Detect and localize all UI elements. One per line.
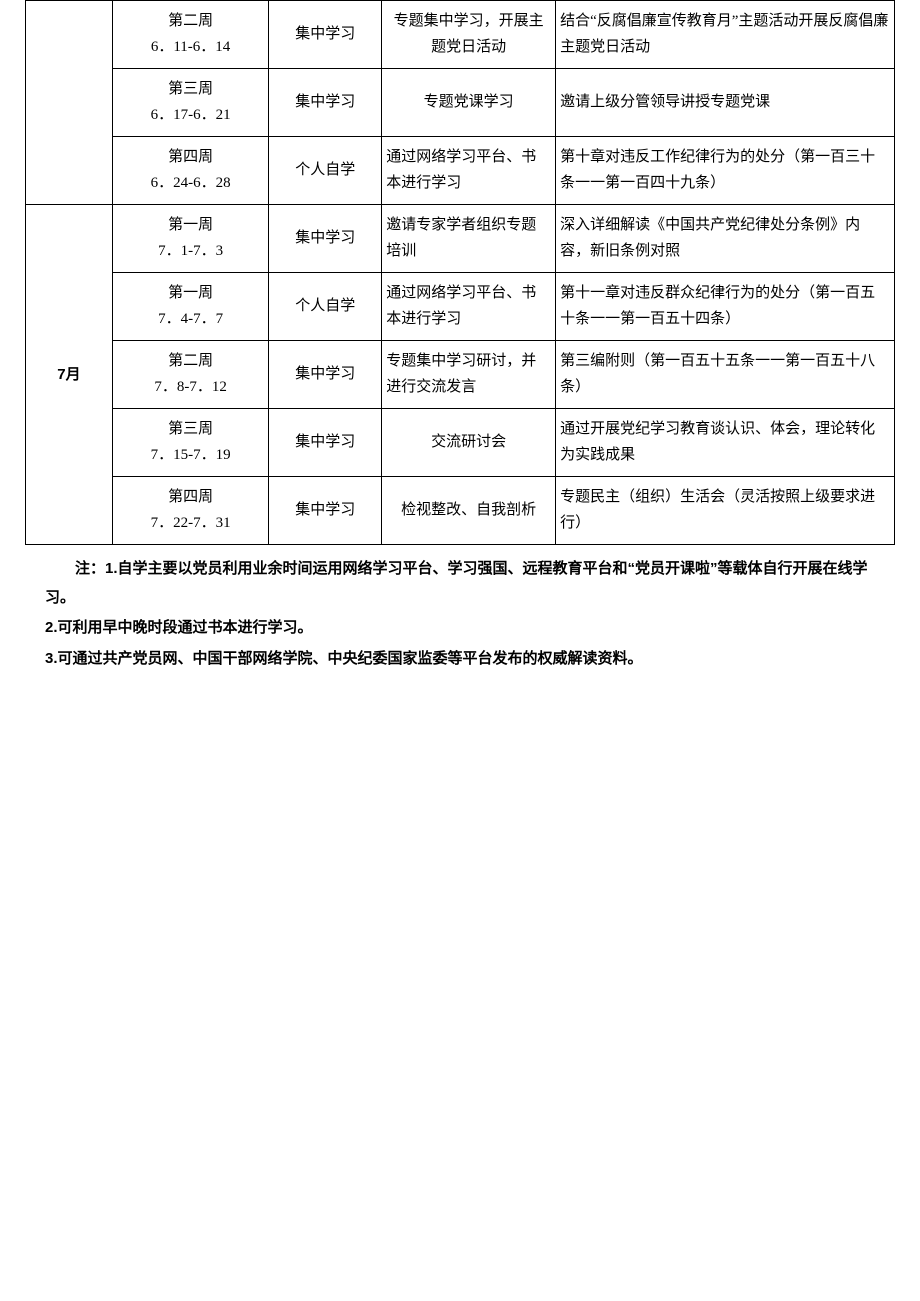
method-cell: 通过网络学习平台、书本进行学习 [382, 137, 556, 205]
week-dates: 7．4-7．7 [158, 311, 223, 327]
table-row: 7月 第一周 7．1-7．3 集中学习 邀请专家学者组织专题培训 深入详细解读《… [26, 205, 895, 273]
method-cell: 检视整改、自我剖析 [382, 477, 556, 545]
mode-cell: 集中学习 [269, 1, 382, 69]
content-cell: 第十章对违反工作纪律行为的处分（第一百三十条一一第一百四十九条） [556, 137, 895, 205]
week-label: 第一周 [168, 285, 213, 301]
week-dates: 6．24-6．28 [151, 175, 231, 191]
method-cell: 专题党课学习 [382, 69, 556, 137]
week-cell: 第三周 7．15-7．19 [112, 409, 268, 477]
content-cell: 通过开展党纪学习教育谈认识、体会，理论转化为实践成果 [556, 409, 895, 477]
week-cell: 第一周 7．1-7．3 [112, 205, 268, 273]
page-container: 第二周 6．11-6．14 集中学习 专题集中学习，开展主题党日活动 结合“反腐… [0, 0, 920, 700]
week-cell: 第三周 6．17-6．21 [112, 69, 268, 137]
content-cell: 结合“反腐倡廉宣传教育月”主题活动开展反腐倡廉主题党日活动 [556, 1, 895, 69]
week-cell: 第二周 6．11-6．14 [112, 1, 268, 69]
week-label: 第四周 [168, 149, 213, 165]
mode-cell: 集中学习 [269, 409, 382, 477]
content-cell: 第十一章对违反群众纪律行为的处分（第一百五十条一一第一百五十四条） [556, 273, 895, 341]
table-row: 第一周 7．4-7．7 个人自学 通过网络学习平台、书本进行学习 第十一章对违反… [26, 273, 895, 341]
week-cell: 第四周 6．24-6．28 [112, 137, 268, 205]
week-cell: 第四周 7．22-7．31 [112, 477, 268, 545]
week-label: 第二周 [168, 353, 213, 369]
week-cell: 第一周 7．4-7．7 [112, 273, 268, 341]
week-dates: 7．22-7．31 [151, 515, 231, 531]
content-cell: 第三编附则（第一百五十五条一一第一百五十八条） [556, 341, 895, 409]
method-cell: 专题集中学习研讨，并进行交流发言 [382, 341, 556, 409]
table-row: 第三周 7．15-7．19 集中学习 交流研讨会 通过开展党纪学习教育谈认识、体… [26, 409, 895, 477]
content-cell: 深入详细解读《中国共产党纪律处分条例》内容，新旧条例对照 [556, 205, 895, 273]
week-dates: 6．11-6．14 [151, 39, 230, 55]
mode-cell: 集中学习 [269, 69, 382, 137]
week-label: 第二周 [168, 13, 213, 29]
table-row: 第四周 6．24-6．28 个人自学 通过网络学习平台、书本进行学习 第十章对违… [26, 137, 895, 205]
table-row: 第二周 6．11-6．14 集中学习 专题集中学习，开展主题党日活动 结合“反腐… [26, 1, 895, 69]
week-label: 第三周 [168, 421, 213, 437]
mode-cell: 集中学习 [269, 341, 382, 409]
month-cell-july: 7月 [26, 205, 113, 545]
mode-cell: 集中学习 [269, 205, 382, 273]
mode-cell: 集中学习 [269, 477, 382, 545]
table-row: 第三周 6．17-6．21 集中学习 专题党课学习 邀请上级分管领导讲授专题党课 [26, 69, 895, 137]
week-dates: 7．1-7．3 [158, 243, 223, 259]
week-dates: 7．8-7．12 [154, 379, 227, 395]
month-cell-june [26, 1, 113, 205]
table-row: 第四周 7．22-7．31 集中学习 检视整改、自我剖析 专题民主（组织）生活会… [26, 477, 895, 545]
notes-section: 注：1.自学主要以党员利用业余时间运用网络学习平台、学习强国、远程教育平台和“党… [25, 555, 895, 673]
note-line-3: 3.可通过共产党员网、中国干部网络学院、中央纪委国家监委等平台发布的权威解读资料… [45, 645, 875, 674]
week-dates: 6．17-6．21 [151, 107, 231, 123]
note-line-1: 注：1.自学主要以党员利用业余时间运用网络学习平台、学习强国、远程教育平台和“党… [45, 555, 875, 612]
note-line-2: 2.可利用早中晚时段通过书本进行学习。 [45, 614, 875, 643]
mode-cell: 个人自学 [269, 273, 382, 341]
mode-cell: 个人自学 [269, 137, 382, 205]
schedule-table: 第二周 6．11-6．14 集中学习 专题集中学习，开展主题党日活动 结合“反腐… [25, 0, 895, 545]
method-cell: 邀请专家学者组织专题培训 [382, 205, 556, 273]
method-cell: 通过网络学习平台、书本进行学习 [382, 273, 556, 341]
method-cell: 专题集中学习，开展主题党日活动 [382, 1, 556, 69]
week-label: 第三周 [168, 81, 213, 97]
method-cell: 交流研讨会 [382, 409, 556, 477]
content-cell: 专题民主（组织）生活会（灵活按照上级要求进行） [556, 477, 895, 545]
week-label: 第一周 [168, 217, 213, 233]
week-dates: 7．15-7．19 [151, 447, 231, 463]
week-label: 第四周 [168, 489, 213, 505]
content-cell: 邀请上级分管领导讲授专题党课 [556, 69, 895, 137]
table-row: 第二周 7．8-7．12 集中学习 专题集中学习研讨，并进行交流发言 第三编附则… [26, 341, 895, 409]
week-cell: 第二周 7．8-7．12 [112, 341, 268, 409]
